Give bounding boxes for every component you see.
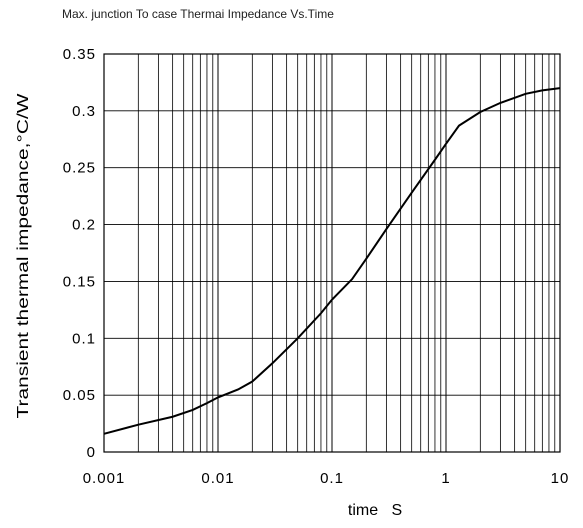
y-axis-ticks: 0 0.05 0.1 0.15 0.2 0.25 0.3 0.35 [63, 46, 96, 461]
y-axis-label: Transient thermal impedance,°C/W [15, 92, 32, 418]
y-tick-label: 0.15 [63, 273, 96, 290]
y-tick-label: 0.1 [72, 330, 96, 347]
chart-title: Max. junction To case Thermai Impedance … [62, 7, 334, 21]
y-tick-label: 0 [87, 444, 96, 461]
x-tick-label: 0.1 [320, 470, 344, 487]
x-axis-ticks: 0.001 0.01 0.1 1 10 [83, 470, 570, 487]
x-tick-label: 0.001 [83, 470, 126, 487]
y-tick-label: 0.35 [63, 46, 96, 63]
x-tick-label: 10 [551, 470, 570, 487]
y-tick-label: 0.2 [72, 217, 96, 234]
y-tick-label: 0.3 [72, 103, 96, 120]
y-tick-label: 0.05 [63, 387, 96, 404]
x-tick-label: 1 [441, 470, 450, 487]
y-tick-label: 0.25 [63, 160, 96, 177]
plot-grid [104, 54, 560, 452]
x-tick-label: 0.01 [201, 470, 234, 487]
x-axis-label: time S [348, 502, 402, 519]
